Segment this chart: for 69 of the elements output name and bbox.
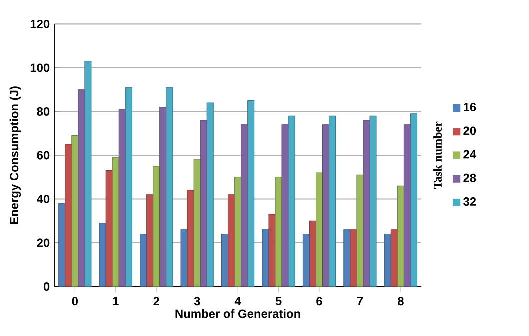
- bar: [302, 234, 310, 288]
- bar: [99, 223, 106, 288]
- bar: [275, 177, 282, 288]
- y-tick-label: 0: [44, 282, 50, 292]
- x-tick-label: 1: [113, 297, 119, 306]
- bar: [390, 230, 398, 288]
- x-tick-label: 6: [316, 297, 322, 306]
- bar: [248, 100, 255, 288]
- bar: [268, 214, 276, 288]
- bar: [72, 136, 79, 288]
- bar: [228, 194, 236, 288]
- bar: [222, 234, 229, 288]
- bar: [282, 124, 289, 288]
- bar: [106, 170, 113, 288]
- bar: [160, 107, 167, 288]
- y-tick-label: 60: [37, 151, 50, 160]
- legend-label: 16: [464, 103, 476, 112]
- bar: [316, 172, 324, 288]
- bar: [166, 87, 174, 288]
- bar: [187, 190, 194, 288]
- x-tick-label: 8: [398, 297, 404, 306]
- bar: [118, 109, 126, 288]
- bar: [234, 177, 242, 288]
- legend-label: 28: [464, 174, 476, 182]
- bar: [112, 157, 120, 288]
- bar: [384, 234, 392, 288]
- bar: [344, 230, 351, 288]
- bar: [363, 120, 370, 288]
- bar: [309, 220, 317, 288]
- bar: [410, 114, 418, 288]
- bar: [65, 144, 72, 288]
- y-tick-label: 80: [37, 108, 50, 116]
- bar: [329, 116, 336, 288]
- bar: [140, 234, 148, 288]
- bar: [206, 102, 214, 288]
- x-tick-label: 4: [234, 297, 242, 306]
- y-tick-label: 120: [30, 20, 50, 28]
- x-tick-label: 7: [357, 297, 364, 306]
- bar: [146, 194, 154, 288]
- bar: [84, 61, 92, 288]
- bar: [356, 174, 364, 288]
- legend-label: 24: [464, 150, 476, 159]
- bar: [194, 160, 201, 288]
- y-tick-label: 100: [30, 64, 50, 72]
- x-tick-label: 3: [194, 297, 200, 306]
- bar: [288, 116, 296, 288]
- bar: [153, 166, 160, 288]
- legend-label: 32: [464, 198, 476, 206]
- bar: [58, 203, 66, 288]
- x-axis-title: Number of Generation: [176, 309, 300, 318]
- bar: [322, 124, 330, 288]
- bar: [125, 87, 132, 288]
- x-tick-label: 0: [72, 297, 78, 306]
- bar: [370, 116, 377, 288]
- y-tick-label: 40: [36, 195, 50, 204]
- y-axis-title: Energy Consumption (J): [10, 86, 22, 224]
- bar: [350, 230, 358, 288]
- legend-title: Task number: [434, 122, 442, 190]
- bar: [180, 230, 188, 288]
- legend-label: 20: [464, 126, 476, 136]
- bar: [262, 230, 270, 288]
- bar: [397, 186, 404, 288]
- bar: [404, 124, 411, 288]
- x-tick-label: 2: [154, 297, 160, 306]
- x-tick-label: 5: [276, 297, 282, 306]
- bar: [200, 120, 208, 288]
- bar: [78, 90, 86, 288]
- bar: [241, 124, 248, 288]
- y-tick-label: 20: [37, 238, 50, 248]
